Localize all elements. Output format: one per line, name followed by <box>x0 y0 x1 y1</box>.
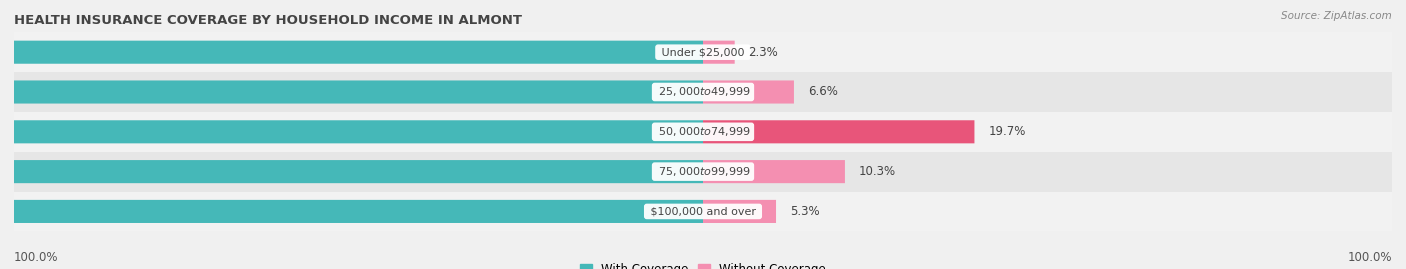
Bar <box>703 80 794 104</box>
Text: 2.3%: 2.3% <box>748 46 778 59</box>
Bar <box>0 120 703 143</box>
Bar <box>0 41 703 64</box>
Text: $75,000 to $99,999: $75,000 to $99,999 <box>655 165 751 178</box>
Bar <box>14 152 1392 192</box>
Text: Source: ZipAtlas.com: Source: ZipAtlas.com <box>1281 11 1392 21</box>
Bar <box>0 160 703 183</box>
Bar <box>14 72 1392 112</box>
Bar <box>0 200 703 223</box>
Bar <box>14 32 1392 72</box>
Text: 19.7%: 19.7% <box>988 125 1025 138</box>
Text: Under $25,000: Under $25,000 <box>658 47 748 57</box>
Bar <box>14 112 1392 152</box>
Text: $25,000 to $49,999: $25,000 to $49,999 <box>655 86 751 98</box>
Text: $100,000 and over: $100,000 and over <box>647 206 759 217</box>
Text: 100.0%: 100.0% <box>1347 251 1392 264</box>
Bar <box>14 192 1392 231</box>
Text: 10.3%: 10.3% <box>859 165 896 178</box>
Bar <box>0 80 703 104</box>
Text: $50,000 to $74,999: $50,000 to $74,999 <box>655 125 751 138</box>
Text: 6.6%: 6.6% <box>807 86 838 98</box>
Text: HEALTH INSURANCE COVERAGE BY HOUSEHOLD INCOME IN ALMONT: HEALTH INSURANCE COVERAGE BY HOUSEHOLD I… <box>14 14 522 27</box>
Bar <box>703 41 735 64</box>
Bar <box>703 200 776 223</box>
Legend: With Coverage, Without Coverage: With Coverage, Without Coverage <box>575 259 831 269</box>
Bar <box>703 120 974 143</box>
Bar <box>703 160 845 183</box>
Text: 5.3%: 5.3% <box>790 205 820 218</box>
Text: 100.0%: 100.0% <box>14 251 59 264</box>
